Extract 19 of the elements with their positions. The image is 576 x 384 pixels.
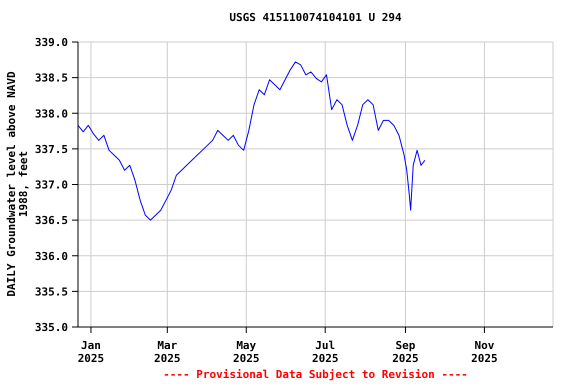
y-tick-label: 338.5 (34, 72, 68, 85)
x-tick-label: Jul 2025 (312, 339, 338, 365)
y-tick-label: 335.0 (34, 321, 68, 334)
y-tick-label: 336.5 (34, 214, 68, 228)
x-tick-label: Jan 2025 (78, 339, 104, 365)
x-tick-label: Mar 2025 (154, 339, 181, 365)
line-series (78, 61, 426, 221)
x-tick-label: May 2025 (233, 339, 260, 365)
y-tick-label: 339.0 (34, 36, 68, 49)
y-tick-label: 338.0 (34, 107, 68, 120)
x-tick-label: Sep 2025 (392, 339, 419, 365)
y-tick-label: 337.0 (34, 178, 68, 192)
chart-title: USGS 415110074104101 U 294 (228, 11, 403, 24)
y-tick-label: 336.0 (34, 250, 68, 263)
y-axis-title: DAILY Groundwater level above NAVD 1988, feet (5, 71, 30, 297)
x-tick-label: Nov 2025 (471, 339, 498, 365)
text: ---- Provisional Data Subject to Revision ---- (162, 368, 469, 381)
y-tick-label: 337.5 (34, 142, 68, 156)
y-tick-label: 335.5 (34, 285, 68, 298)
